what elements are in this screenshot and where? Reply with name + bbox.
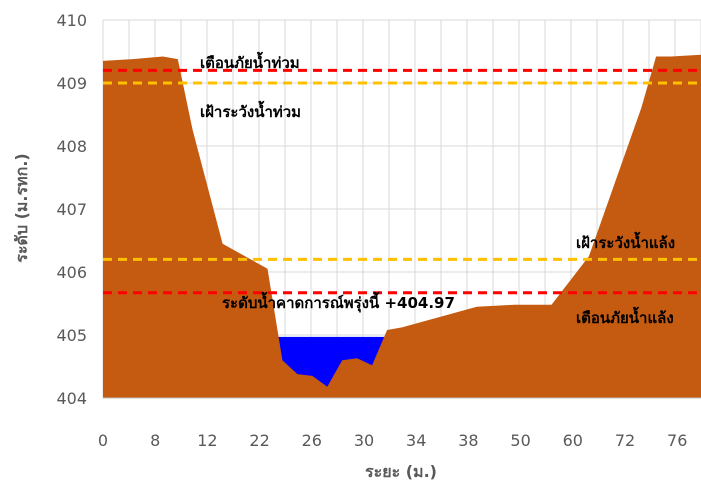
- x-tick-label: 26: [302, 431, 322, 450]
- y-tick-label: 406: [56, 263, 87, 282]
- ref-label-drought-warning: เตือนภัยน้ำแล้ง: [576, 306, 674, 327]
- ground-profile-area: [103, 54, 701, 398]
- ref-label-drought-watch: เฝ้าระวังน้ำแล้ง: [576, 231, 675, 252]
- x-tick-label: 60: [563, 431, 583, 450]
- y-tick-label: 407: [56, 200, 87, 219]
- x-tick-label: 22: [249, 431, 269, 450]
- y-axis-title: ระดับ (ม.รทก.): [12, 153, 31, 262]
- y-tick-label: 410: [56, 11, 87, 30]
- ref-label-flood-warning: เตือนภัยน้ำท่วม: [200, 51, 300, 72]
- x-tick-label: 50: [510, 431, 530, 450]
- y-tick-label: 408: [56, 137, 87, 156]
- reference-lines: [103, 68, 701, 399]
- y-tick-label: 404: [56, 389, 87, 408]
- ground-layer: [103, 54, 701, 398]
- x-tick-label: 30: [354, 431, 374, 450]
- ref-label-flood-watch: เฝ้าระวังน้ำท่วม: [200, 100, 301, 121]
- x-tick-label: 34: [406, 431, 426, 450]
- x-tick-label: 76: [667, 431, 687, 450]
- water-level-label: ระดับน้ำคาดการณ์พรุ่งนี้ +404.97: [222, 291, 455, 313]
- x-tick-label: 38: [458, 431, 478, 450]
- x-tick-label: 12: [197, 431, 217, 450]
- x-axis-title: ระยะ (ม.): [365, 462, 437, 481]
- x-tick-label: 0: [98, 431, 108, 450]
- y-tick-label: 405: [56, 326, 87, 345]
- y-axis-ticks: 404 405 406 407 408 409 410: [56, 11, 87, 408]
- x-axis-ticks: 0 8 12 22 26 30 34 38 50 60 72 76: [98, 431, 687, 450]
- y-tick-label: 409: [56, 74, 87, 93]
- x-tick-label: 72: [615, 431, 635, 450]
- x-tick-label: 8: [150, 431, 160, 450]
